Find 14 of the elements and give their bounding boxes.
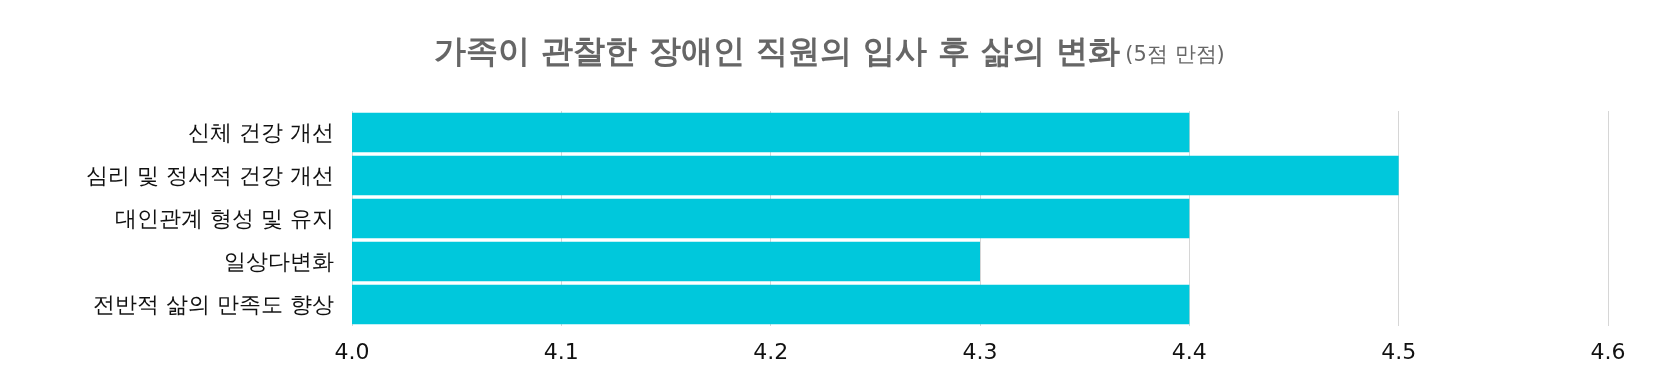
chart-title: 가족이 관찰한 장애인 직원의 입사 후 삶의 변화 bbox=[434, 32, 1121, 70]
y-tick-label: 신체 건강 개선 bbox=[188, 120, 334, 145]
x-tick-label: 4.3 bbox=[962, 338, 998, 364]
x-tick-label: 4.6 bbox=[1590, 338, 1626, 364]
y-tick-label: 일상다변화 bbox=[224, 249, 334, 274]
y-tick-label: 심리 및 정서적 건강 개선 bbox=[86, 163, 334, 188]
x-tick-label: 4.1 bbox=[543, 338, 579, 364]
x-tick-label: 4.4 bbox=[1171, 338, 1207, 364]
x-tick-label: 4.0 bbox=[334, 338, 370, 364]
y-tick-label: 전반적 삶의 만족도 향상 bbox=[93, 292, 334, 317]
x-tick-label: 4.2 bbox=[753, 338, 789, 364]
x-tick-label: 4.5 bbox=[1381, 338, 1417, 364]
chart-subtitle: (5점 만점) bbox=[1125, 42, 1225, 66]
y-tick-label: 대인관계 형성 및 유지 bbox=[115, 206, 334, 231]
